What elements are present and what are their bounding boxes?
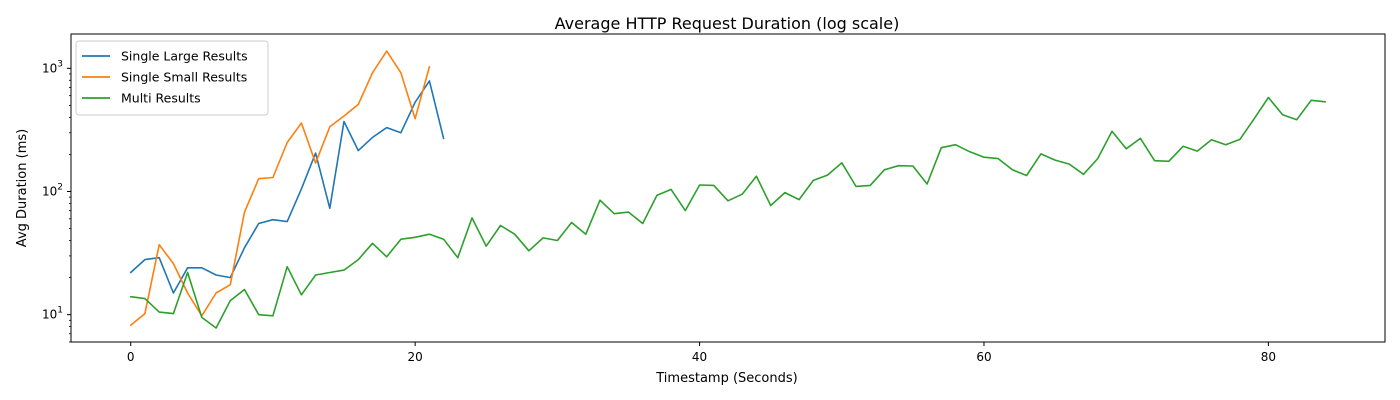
y-tick-label: 103	[42, 59, 63, 75]
y-axis-label: Avg Duration (ms)	[15, 129, 30, 247]
y-axis: 101 102 103	[42, 59, 71, 343]
plot-area	[129, 50, 1327, 329]
x-tick-label: 80	[1261, 350, 1276, 364]
legend-frame	[75, 40, 269, 116]
x-tick-label: 20	[408, 350, 423, 364]
legend-label: Multi Results	[121, 91, 201, 106]
x-axis-label: Timestamp (Seconds)	[655, 371, 797, 386]
legend: Single Large Results Single Small Results…	[75, 40, 269, 116]
plot-frame	[70, 33, 1386, 343]
x-axis: 0 20 40 60 80	[127, 342, 1276, 364]
series-lines	[129, 50, 1327, 329]
y-tick-label: 101	[42, 306, 63, 322]
x-tick-label: 40	[692, 350, 707, 364]
y-tick-label: 102	[42, 183, 63, 199]
x-tick-label: 0	[127, 350, 135, 364]
chart-title: Average HTTP Request Duration (log scale…	[555, 14, 900, 33]
legend-label: Single Small Results	[121, 70, 247, 85]
series-line-0	[129, 80, 445, 294]
x-tick-label: 60	[976, 350, 991, 364]
series-line-2	[129, 96, 1327, 329]
legend-label: Single Large Results	[121, 49, 248, 64]
series-line-1	[129, 50, 431, 327]
